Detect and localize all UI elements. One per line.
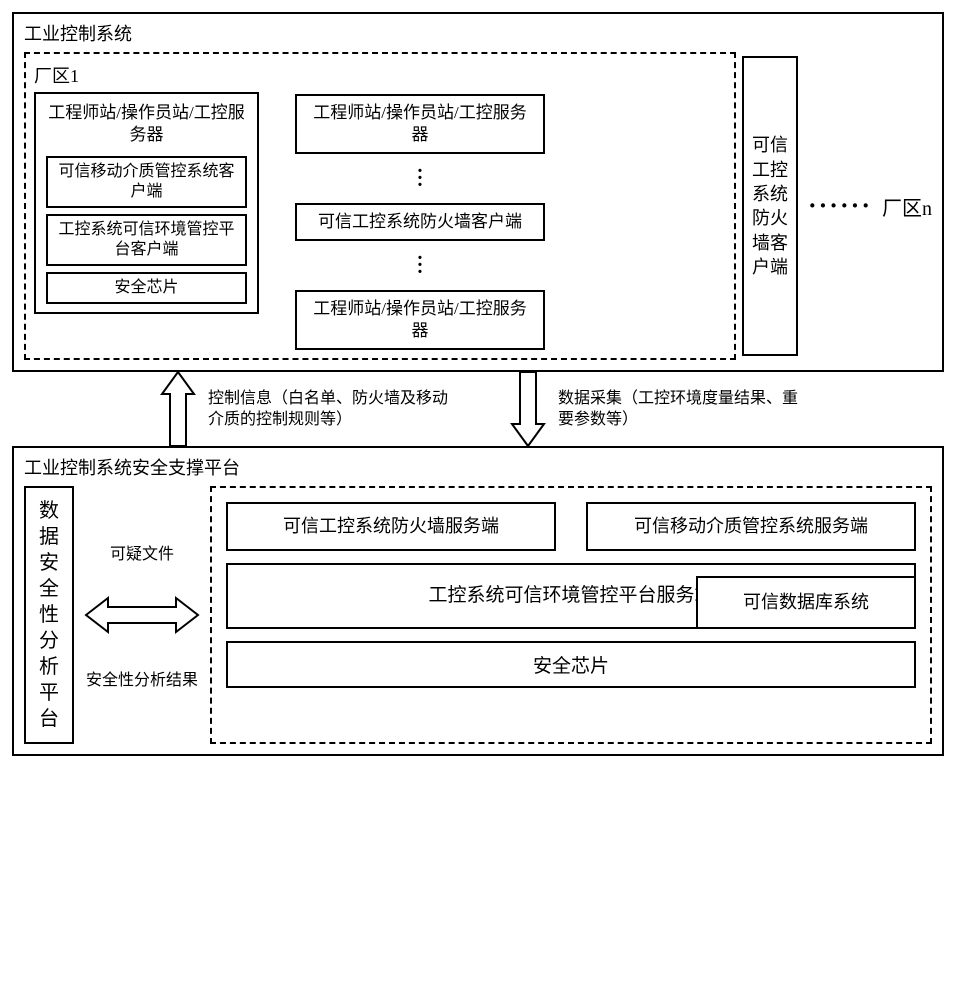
firewall-client-label: 可信工控系统防火墙客户端	[748, 133, 792, 279]
harrow-bottom-label: 安全性分析结果	[86, 666, 198, 690]
analysis-platform-label: 数据安全性分析平台	[30, 498, 68, 732]
center-item-1: 工程师站/操作员站/工控服务器	[295, 94, 545, 154]
top-panel-title: 工业控制系统	[24, 20, 932, 46]
down-arrow-block: 数据采集（工控环境度量结果、重要参数等）	[508, 370, 798, 448]
zone1-box: 厂区1 工程师站/操作员站/工控服务器 可信移动介质管控系统客户端 工控系统可信…	[24, 52, 736, 360]
up-arrow-icon	[158, 370, 198, 448]
bottom-panel-title: 工业控制系统安全支撑平台	[24, 454, 932, 480]
db-box: 可信数据库系统	[696, 576, 916, 629]
right-column: 可信工控系统防火墙客户端 ······ 厂区n	[742, 52, 932, 360]
zone1-label: 厂区1	[34, 62, 726, 88]
zone1-inner: 工程师站/操作员站/工控服务器 可信移动介质管控系统客户端 工控系统可信环境管控…	[34, 92, 726, 350]
mgmt-server-box: 工控系统可信环境管控平台服务端 可信数据库系统	[226, 563, 916, 630]
server-row1: 可信工控系统防火墙服务端 可信移动介质管控系统服务端	[226, 502, 916, 550]
top-panel: 工业控制系统 厂区1 工程师站/操作员站/工控服务器 可信移动介质管控系统客户端…	[12, 12, 944, 372]
bottom-content: 数据安全性分析平台 可疑文件 安全性分析结果 可信工控系统防火墙服务端 可信移动…	[24, 486, 932, 744]
vdots-2: ···	[417, 249, 424, 282]
bidir-arrow-icon	[84, 594, 200, 636]
station-item-3: 安全芯片	[46, 272, 247, 304]
station-box: 工程师站/操作员站/工控服务器 可信移动介质管控系统客户端 工控系统可信环境管控…	[34, 92, 259, 314]
up-arrow-block: 控制信息（白名单、防火墙及移动介质的控制规则等）	[158, 370, 448, 448]
server-zone: 可信工控系统防火墙服务端 可信移动介质管控系统服务端 工控系统可信环境管控平台服…	[210, 486, 932, 744]
center-item-3: 工程师站/操作员站/工控服务器	[295, 290, 545, 350]
zone-n-label: 厂区n	[882, 192, 932, 221]
mid-arrows: 控制信息（白名单、防火墙及移动介质的控制规则等） 数据采集（工控环境度量结果、重…	[12, 370, 944, 448]
harrow-block: 可疑文件 安全性分析结果	[84, 486, 200, 744]
station-header: 工程师站/操作员站/工控服务器	[46, 102, 247, 146]
center-item-2: 可信工控系统防火墙客户端	[295, 203, 545, 241]
mgmt-server-label: 工控系统可信环境管控平台服务端	[428, 585, 713, 606]
up-arrow-label: 控制信息（白名单、防火墙及移动介质的控制规则等）	[208, 388, 448, 431]
down-arrow-label: 数据采集（工控环境度量结果、重要参数等）	[558, 388, 798, 431]
hdots: ······	[808, 191, 872, 221]
center-column: 工程师站/操作员站/工控服务器 ··· 可信工控系统防火墙客户端 ··· 工程师…	[295, 92, 545, 350]
server-row2: 工控系统可信环境管控平台服务端 可信数据库系统	[226, 563, 916, 630]
down-arrow-icon	[508, 370, 548, 448]
media-server-box: 可信移动介质管控系统服务端	[586, 502, 916, 550]
bottom-panel: 工业控制系统安全支撑平台 数据安全性分析平台 可疑文件 安全性分析结果 可信工控…	[12, 446, 944, 756]
station-item-1: 可信移动介质管控系统客户端	[46, 156, 247, 208]
analysis-platform-box: 数据安全性分析平台	[24, 486, 74, 744]
firewall-client-box: 可信工控系统防火墙客户端	[742, 56, 798, 356]
station-item-2: 工控系统可信环境管控平台客户端	[46, 214, 247, 266]
station-items: 可信移动介质管控系统客户端 工控系统可信环境管控平台客户端 安全芯片	[46, 156, 247, 304]
top-content: 厂区1 工程师站/操作员站/工控服务器 可信移动介质管控系统客户端 工控系统可信…	[24, 52, 932, 360]
firewall-server-box: 可信工控系统防火墙服务端	[226, 502, 556, 550]
harrow-top-label: 可疑文件	[110, 540, 174, 564]
vdots-1: ···	[417, 162, 424, 195]
chip-box: 安全芯片	[226, 641, 916, 688]
